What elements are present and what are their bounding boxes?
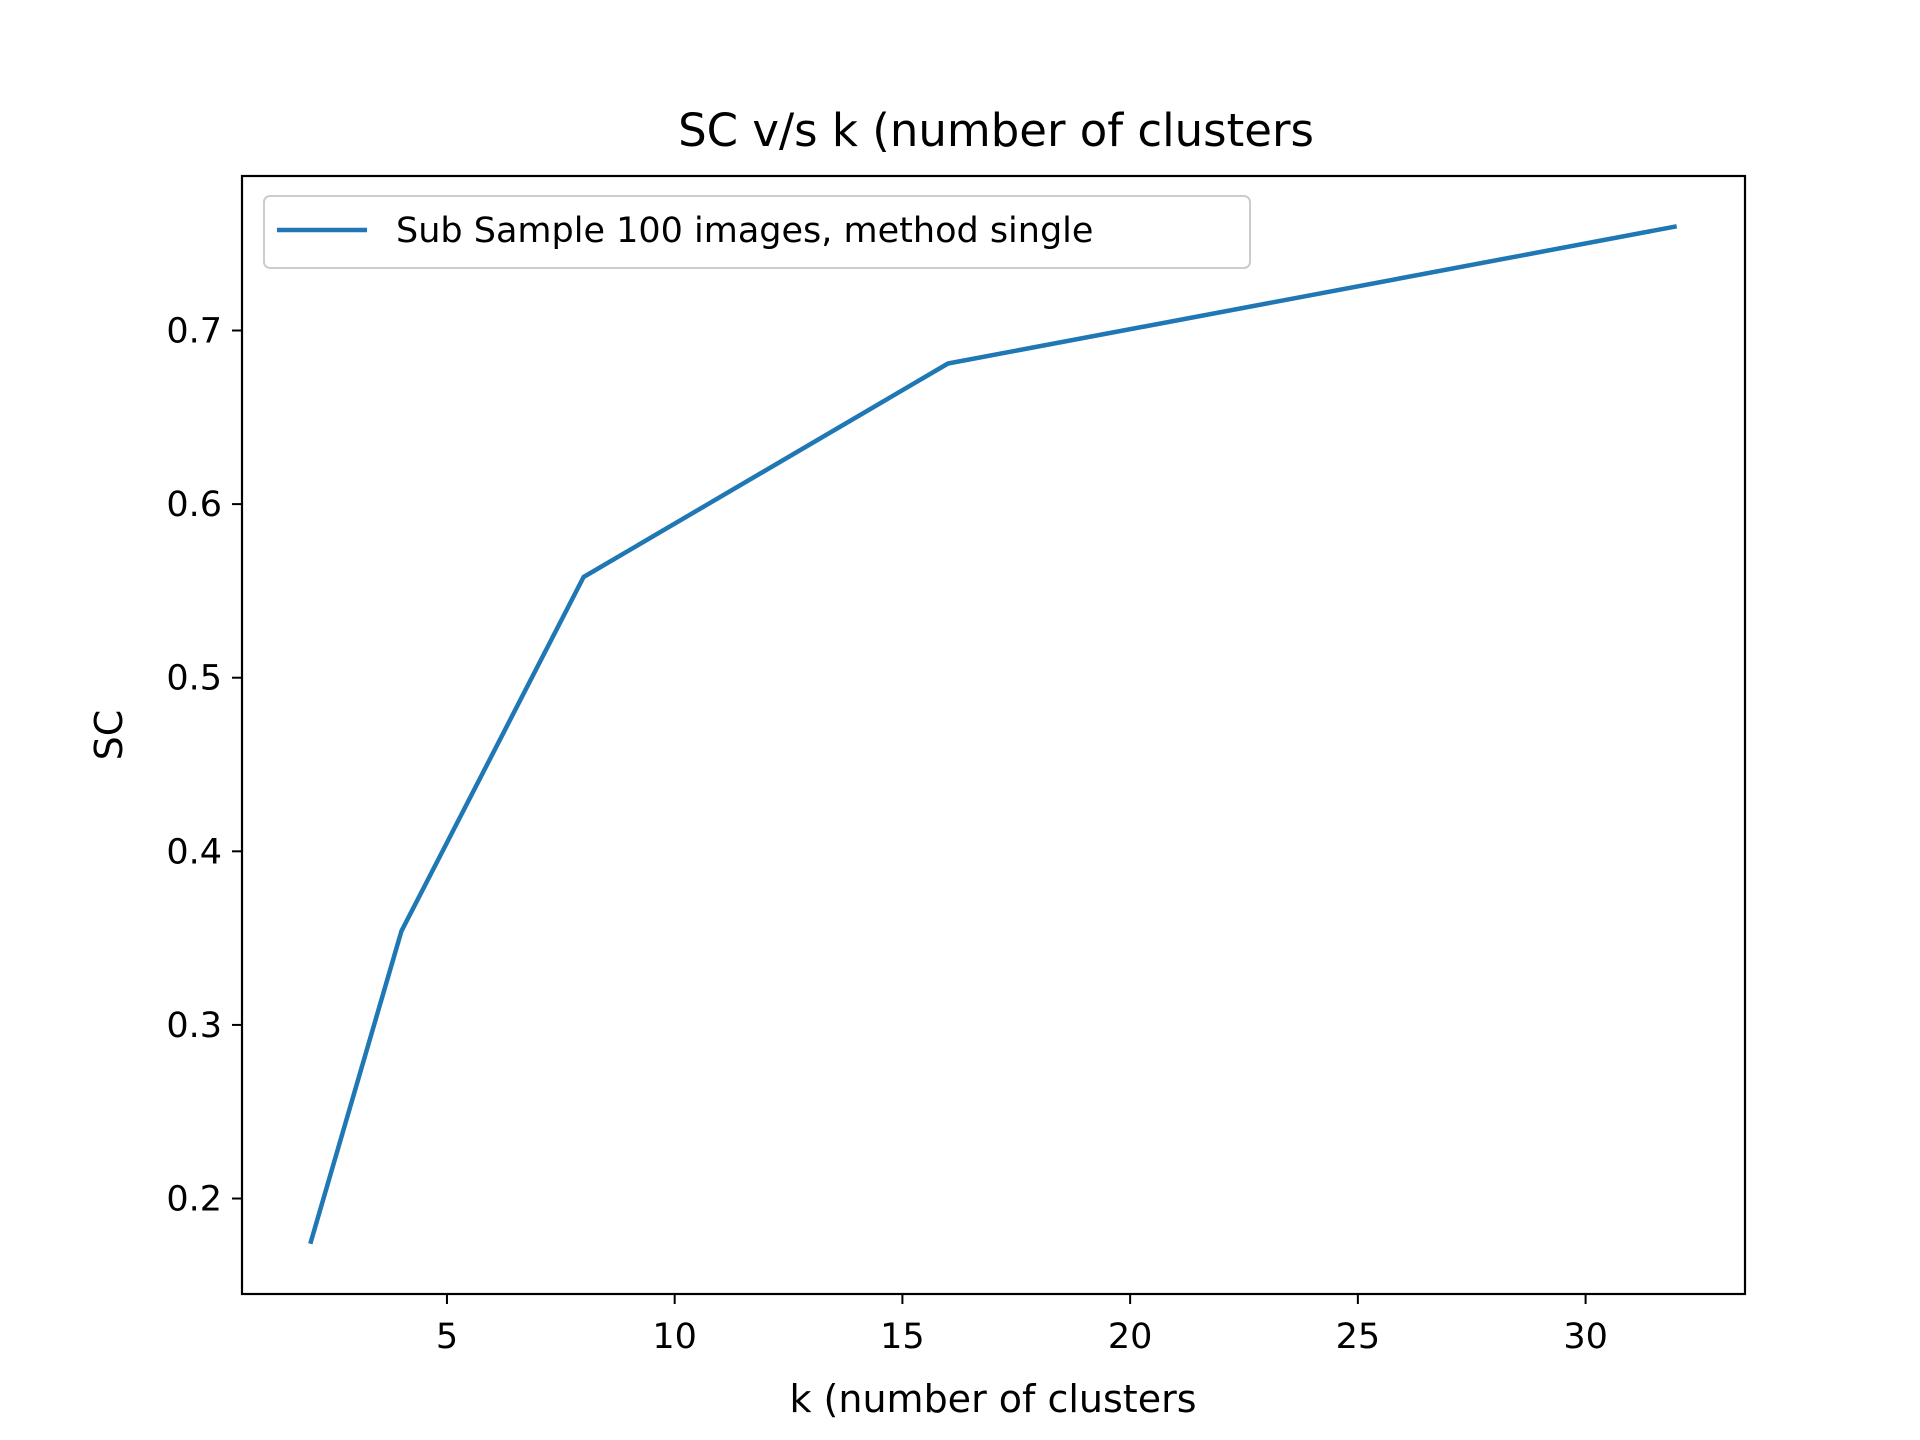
x-tick-label: 15 xyxy=(880,1317,925,1357)
x-axis-label: k (number of clusters xyxy=(789,1377,1196,1421)
series-layer xyxy=(308,224,1678,1245)
x-axis: 5 10 15 20 25 30 xyxy=(436,1294,1608,1357)
x-tick-label: 30 xyxy=(1563,1317,1608,1357)
chart-title: SC v/s k (number of clusters xyxy=(678,104,1314,157)
legend-box xyxy=(263,195,1251,269)
x-tick-label: 5 xyxy=(436,1317,458,1357)
y-tick-label: 0.6 xyxy=(166,485,222,525)
plot-area xyxy=(240,174,1747,1296)
y-axis: 0.2 0.3 0.4 0.5 0.6 0.7 xyxy=(166,312,242,1220)
y-axis-label: SC xyxy=(87,710,131,761)
legend: Sub Sample 100 images, method single xyxy=(263,195,1251,269)
y-tick-label: 0.4 xyxy=(166,832,222,872)
x-tick-label: 10 xyxy=(652,1317,697,1357)
y-tick-label: 0.7 xyxy=(166,312,222,352)
y-tick-label: 0.5 xyxy=(166,659,222,699)
y-tick-label: 0.2 xyxy=(166,1180,222,1220)
y-tick-label: 0.3 xyxy=(166,1006,222,1046)
series-line-0 xyxy=(308,224,1678,1245)
x-tick-label: 25 xyxy=(1336,1317,1381,1357)
x-tick-label: 20 xyxy=(1108,1317,1153,1357)
legend-entry-label: Sub Sample 100 images, method single xyxy=(396,211,1093,251)
